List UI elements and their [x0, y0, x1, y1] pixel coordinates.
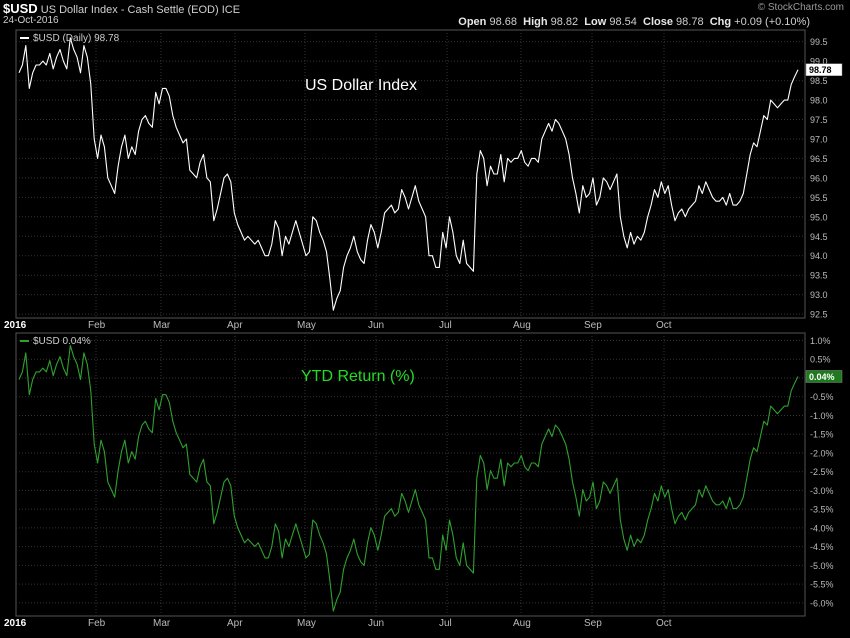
return-y-tick-label: -5.5%: [810, 580, 834, 590]
price-x-tick-label: Jul: [439, 320, 452, 331]
return-y-tick-label: -6.0%: [810, 598, 834, 608]
price-x-tick-label: Oct: [656, 320, 672, 331]
return-y-tick-label: -2.0%: [810, 448, 834, 458]
price-y-tick-label: 99.5: [810, 37, 828, 47]
price-legend-label: $USD (Daily) 98.78: [33, 33, 120, 44]
price-last-value-label: 98.78: [809, 65, 832, 75]
return-y-tick-label: -4.5%: [810, 542, 834, 552]
open-label: Open: [458, 16, 487, 28]
symbol: $USD: [3, 1, 38, 16]
price-y-tick-label: 98.5: [810, 76, 828, 86]
price-y-tick-label: 93.5: [810, 271, 828, 281]
price-y-tick-label: 96.5: [810, 154, 828, 164]
return-x-tick-label: Jun: [368, 618, 384, 629]
return-chart-title: YTD Return (%): [301, 368, 415, 385]
return-panel-frame: [15, 332, 806, 617]
price-x-tick-label: 2016: [4, 320, 27, 331]
return-y-tick-label: -1.5%: [810, 430, 834, 440]
return-y-tick-label: 0.5%: [810, 355, 831, 365]
return-y-tick-label: -5.0%: [810, 561, 834, 571]
ohlc-readout: Open 98.68 High 98.82 Low 98.54 Close 98…: [458, 16, 810, 28]
price-x-tick-label: Jun: [368, 320, 384, 331]
price-y-tick-label: 95.0: [810, 212, 828, 222]
return-x-tick-label: Sep: [584, 618, 602, 629]
price-x-tick-label: Aug: [513, 320, 531, 331]
price-panel-frame: [15, 29, 806, 319]
return-x-tick-label: 2016: [4, 618, 27, 629]
return-y-tick-label: -1.0%: [810, 411, 834, 421]
return-x-tick-label: Feb: [88, 618, 106, 629]
return-y-tick-label: -4.0%: [810, 523, 834, 533]
return-y-tick-label: -2.5%: [810, 467, 834, 477]
high-label: High: [523, 16, 548, 28]
low-value: 98.54: [609, 16, 637, 28]
return-last-value-label: 0.04%: [809, 372, 835, 382]
date: 24-Oct-2016: [3, 15, 59, 26]
close-value: 98.78: [676, 16, 704, 28]
watermark: © StockCharts.com: [757, 2, 844, 13]
return-x-tick-label: Oct: [656, 618, 672, 629]
price-x-tick-label: Apr: [227, 320, 243, 331]
chg-value: +0.09 (+0.10%): [734, 16, 810, 28]
description: US Dollar Index - Cash Settle (EOD): [40, 4, 219, 16]
return-y-tick-label: -0.5%: [810, 392, 834, 402]
high-value: 98.82: [550, 16, 579, 28]
return-x-tick-label: May: [297, 618, 316, 629]
price-x-tick-label: Sep: [584, 320, 602, 331]
return-x-tick-label: Aug: [513, 618, 531, 629]
price-x-tick-label: Feb: [88, 320, 106, 331]
price-last-value-marker: [805, 63, 843, 76]
close-label: Close: [643, 16, 673, 28]
return-legend-label: $USD 0.04%: [33, 336, 91, 347]
chg-label: Chg: [709, 16, 732, 28]
return-x-tick-label: Jul: [439, 618, 452, 629]
return-last-value-marker: [805, 370, 843, 383]
price-y-tick-label: 94.5: [810, 232, 828, 242]
price-x-tick-label: Mar: [153, 320, 171, 331]
price-y-tick-label: 96.0: [810, 173, 828, 183]
price-y-tick-label: 93.0: [810, 290, 828, 300]
price-y-tick-label: 97.5: [810, 115, 828, 125]
price-x-tick-label: May: [297, 320, 316, 331]
price-y-tick-label: 99.0: [810, 57, 828, 67]
price-y-tick-label: 98.0: [810, 96, 828, 106]
return-y-tick-label: -3.0%: [810, 486, 834, 496]
price-y-tick-label: 95.5: [810, 193, 828, 203]
header-line-1: $USD US Dollar Index - Cash Settle (EOD)…: [3, 1, 240, 16]
price-y-tick-label: 97.0: [810, 134, 828, 144]
return-y-tick-label: 1.0%: [810, 336, 831, 346]
open-value: 98.68: [489, 16, 517, 28]
low-label: Low: [584, 16, 607, 28]
price-y-tick-label: 92.5: [810, 310, 828, 320]
return-y-tick-label: -3.5%: [810, 505, 834, 515]
return-x-tick-label: Apr: [227, 618, 243, 629]
return-series-line: [18, 344, 799, 612]
price-chart-title: US Dollar Index: [305, 77, 418, 94]
return-x-tick-label: Mar: [153, 618, 171, 629]
price-series-line: [18, 37, 799, 311]
exchange: ICE: [221, 4, 241, 16]
price-y-tick-label: 94.0: [810, 251, 828, 261]
